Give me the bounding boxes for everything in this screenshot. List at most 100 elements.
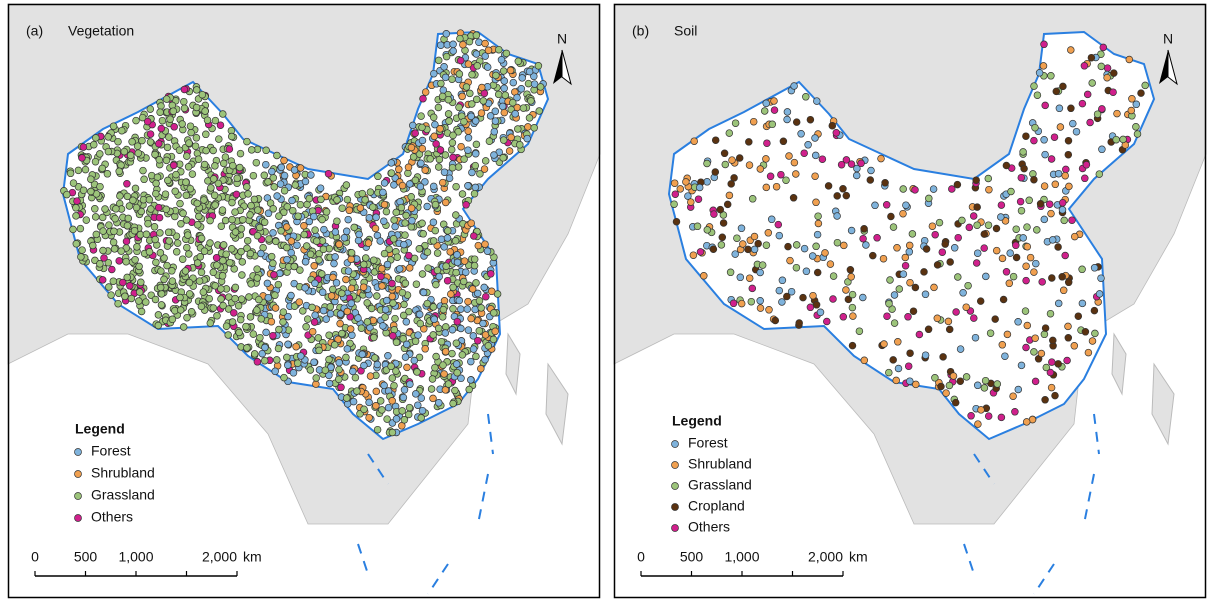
site-point: [344, 267, 353, 275]
site-point: [997, 213, 1005, 221]
site-point: [1064, 278, 1073, 287]
site-point: [242, 322, 250, 331]
site-point: [942, 389, 950, 397]
site-point: [441, 73, 450, 82]
site-point: [378, 406, 386, 414]
site-point: [924, 325, 933, 334]
site-point: [308, 303, 316, 312]
site-point: [69, 179, 78, 187]
site-point: [1088, 337, 1097, 345]
site-point: [289, 206, 297, 215]
site-point: [430, 69, 438, 78]
site-point: [81, 165, 90, 174]
site-point: [388, 374, 397, 382]
site-point: [431, 200, 440, 209]
legend-title: Legend: [672, 413, 722, 429]
site-point: [126, 282, 134, 290]
site-point: [454, 128, 462, 136]
site-point: [289, 369, 298, 377]
site-point: [389, 235, 398, 243]
site-point: [1009, 392, 1017, 400]
site-point: [424, 264, 432, 272]
site-point: [814, 212, 822, 220]
site-point: [1082, 161, 1091, 169]
site-point: [824, 182, 833, 190]
site-point: [441, 347, 450, 356]
site-point: [72, 212, 80, 220]
site-point: [905, 241, 914, 250]
site-point: [371, 354, 379, 362]
site-point: [77, 253, 85, 261]
scale-label: 2,000: [202, 549, 237, 565]
site-point: [906, 349, 914, 357]
site-point: [890, 319, 899, 327]
site-point: [392, 338, 401, 347]
site-point: [354, 236, 363, 245]
site-point: [839, 185, 847, 193]
site-point: [928, 222, 937, 230]
site-point: [151, 150, 159, 159]
site-point: [986, 329, 995, 337]
site-point: [448, 349, 456, 358]
site-point: [703, 159, 711, 168]
site-point: [87, 175, 95, 183]
site-point: [1019, 148, 1027, 156]
site-point: [980, 384, 989, 392]
site-point: [511, 110, 519, 118]
site-point: [962, 373, 971, 381]
site-point: [271, 367, 279, 376]
site-point: [156, 108, 164, 116]
site-point: [135, 297, 143, 305]
site-point: [349, 397, 358, 406]
site-point: [418, 136, 427, 145]
site-point: [682, 178, 690, 186]
site-point: [153, 173, 162, 182]
site-point: [1072, 127, 1081, 136]
site-point: [462, 268, 470, 276]
site-point: [429, 113, 438, 122]
site-point: [464, 60, 473, 68]
site-point: [471, 149, 480, 158]
site-point: [1080, 62, 1089, 70]
site-point: [184, 163, 193, 171]
site-point: [92, 230, 101, 239]
site-point: [772, 182, 781, 191]
site-point: [833, 212, 841, 220]
site-point: [279, 308, 288, 316]
site-point: [120, 147, 129, 156]
site-point: [481, 52, 489, 60]
site-point: [347, 284, 356, 293]
site-point: [228, 198, 236, 207]
site-point: [284, 361, 292, 369]
site-point: [1098, 145, 1106, 154]
site-point: [1054, 299, 1063, 308]
site-point: [383, 415, 391, 423]
site-point: [363, 318, 372, 326]
site-point: [156, 229, 164, 237]
site-point: [444, 227, 452, 235]
site-point: [152, 179, 160, 188]
site-point: [125, 202, 134, 210]
site-point: [180, 85, 189, 94]
site-point: [470, 189, 479, 198]
site-point: [418, 406, 427, 415]
site-point: [1037, 349, 1046, 358]
site-point: [449, 283, 457, 292]
site-point: [343, 345, 352, 353]
legend-swatch: [671, 482, 679, 490]
site-point: [453, 317, 462, 326]
site-point: [764, 229, 773, 237]
site-point: [846, 266, 855, 274]
site-point: [1022, 418, 1031, 426]
site-point: [710, 210, 718, 218]
site-point: [219, 301, 227, 310]
scale-unit: km: [243, 549, 262, 565]
site-point: [451, 386, 459, 395]
site-point: [1017, 173, 1026, 182]
site-point: [164, 228, 173, 237]
site-point: [911, 186, 919, 194]
site-point: [243, 244, 251, 253]
site-point: [440, 168, 449, 176]
site-point: [814, 219, 823, 228]
site-point: [273, 356, 281, 364]
